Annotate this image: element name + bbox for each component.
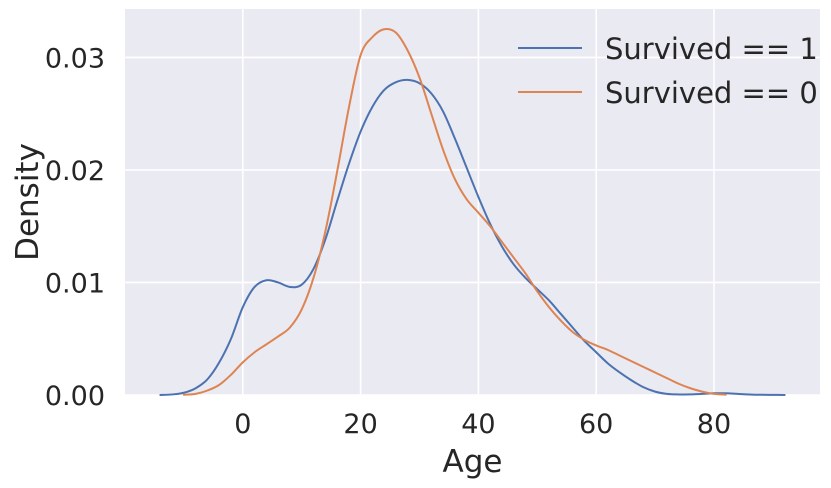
- x-tick-label: 40: [461, 409, 495, 440]
- x-tick-label: 0: [234, 409, 251, 440]
- y-tick-label: 0.01: [45, 268, 105, 299]
- legend-label: Survived == 1: [605, 32, 818, 66]
- series-line-0: [159, 78, 786, 396]
- y-tick-labels: 0.00 0.01 0.02 0.03: [45, 43, 105, 412]
- x-tick-label: 80: [697, 409, 731, 440]
- x-tick-label: 60: [579, 409, 613, 440]
- grid-lines: [125, 9, 820, 396]
- curves: [159, 27, 786, 396]
- legend-label: Survived == 0: [605, 76, 818, 110]
- x-tick-label: 20: [343, 409, 377, 440]
- plot-background: [125, 9, 820, 395]
- y-tick-label: 0.02: [45, 156, 105, 187]
- y-axis-label: Density: [10, 143, 46, 261]
- x-tick-labels: 0 20 40 60 80: [234, 409, 731, 440]
- series-line-1: [182, 27, 727, 396]
- x-axis-label: Age: [443, 444, 503, 480]
- y-tick-label: 0.00: [45, 381, 105, 412]
- y-tick-label: 0.03: [45, 43, 105, 74]
- legend: Survived == 1 Survived == 0: [518, 32, 818, 110]
